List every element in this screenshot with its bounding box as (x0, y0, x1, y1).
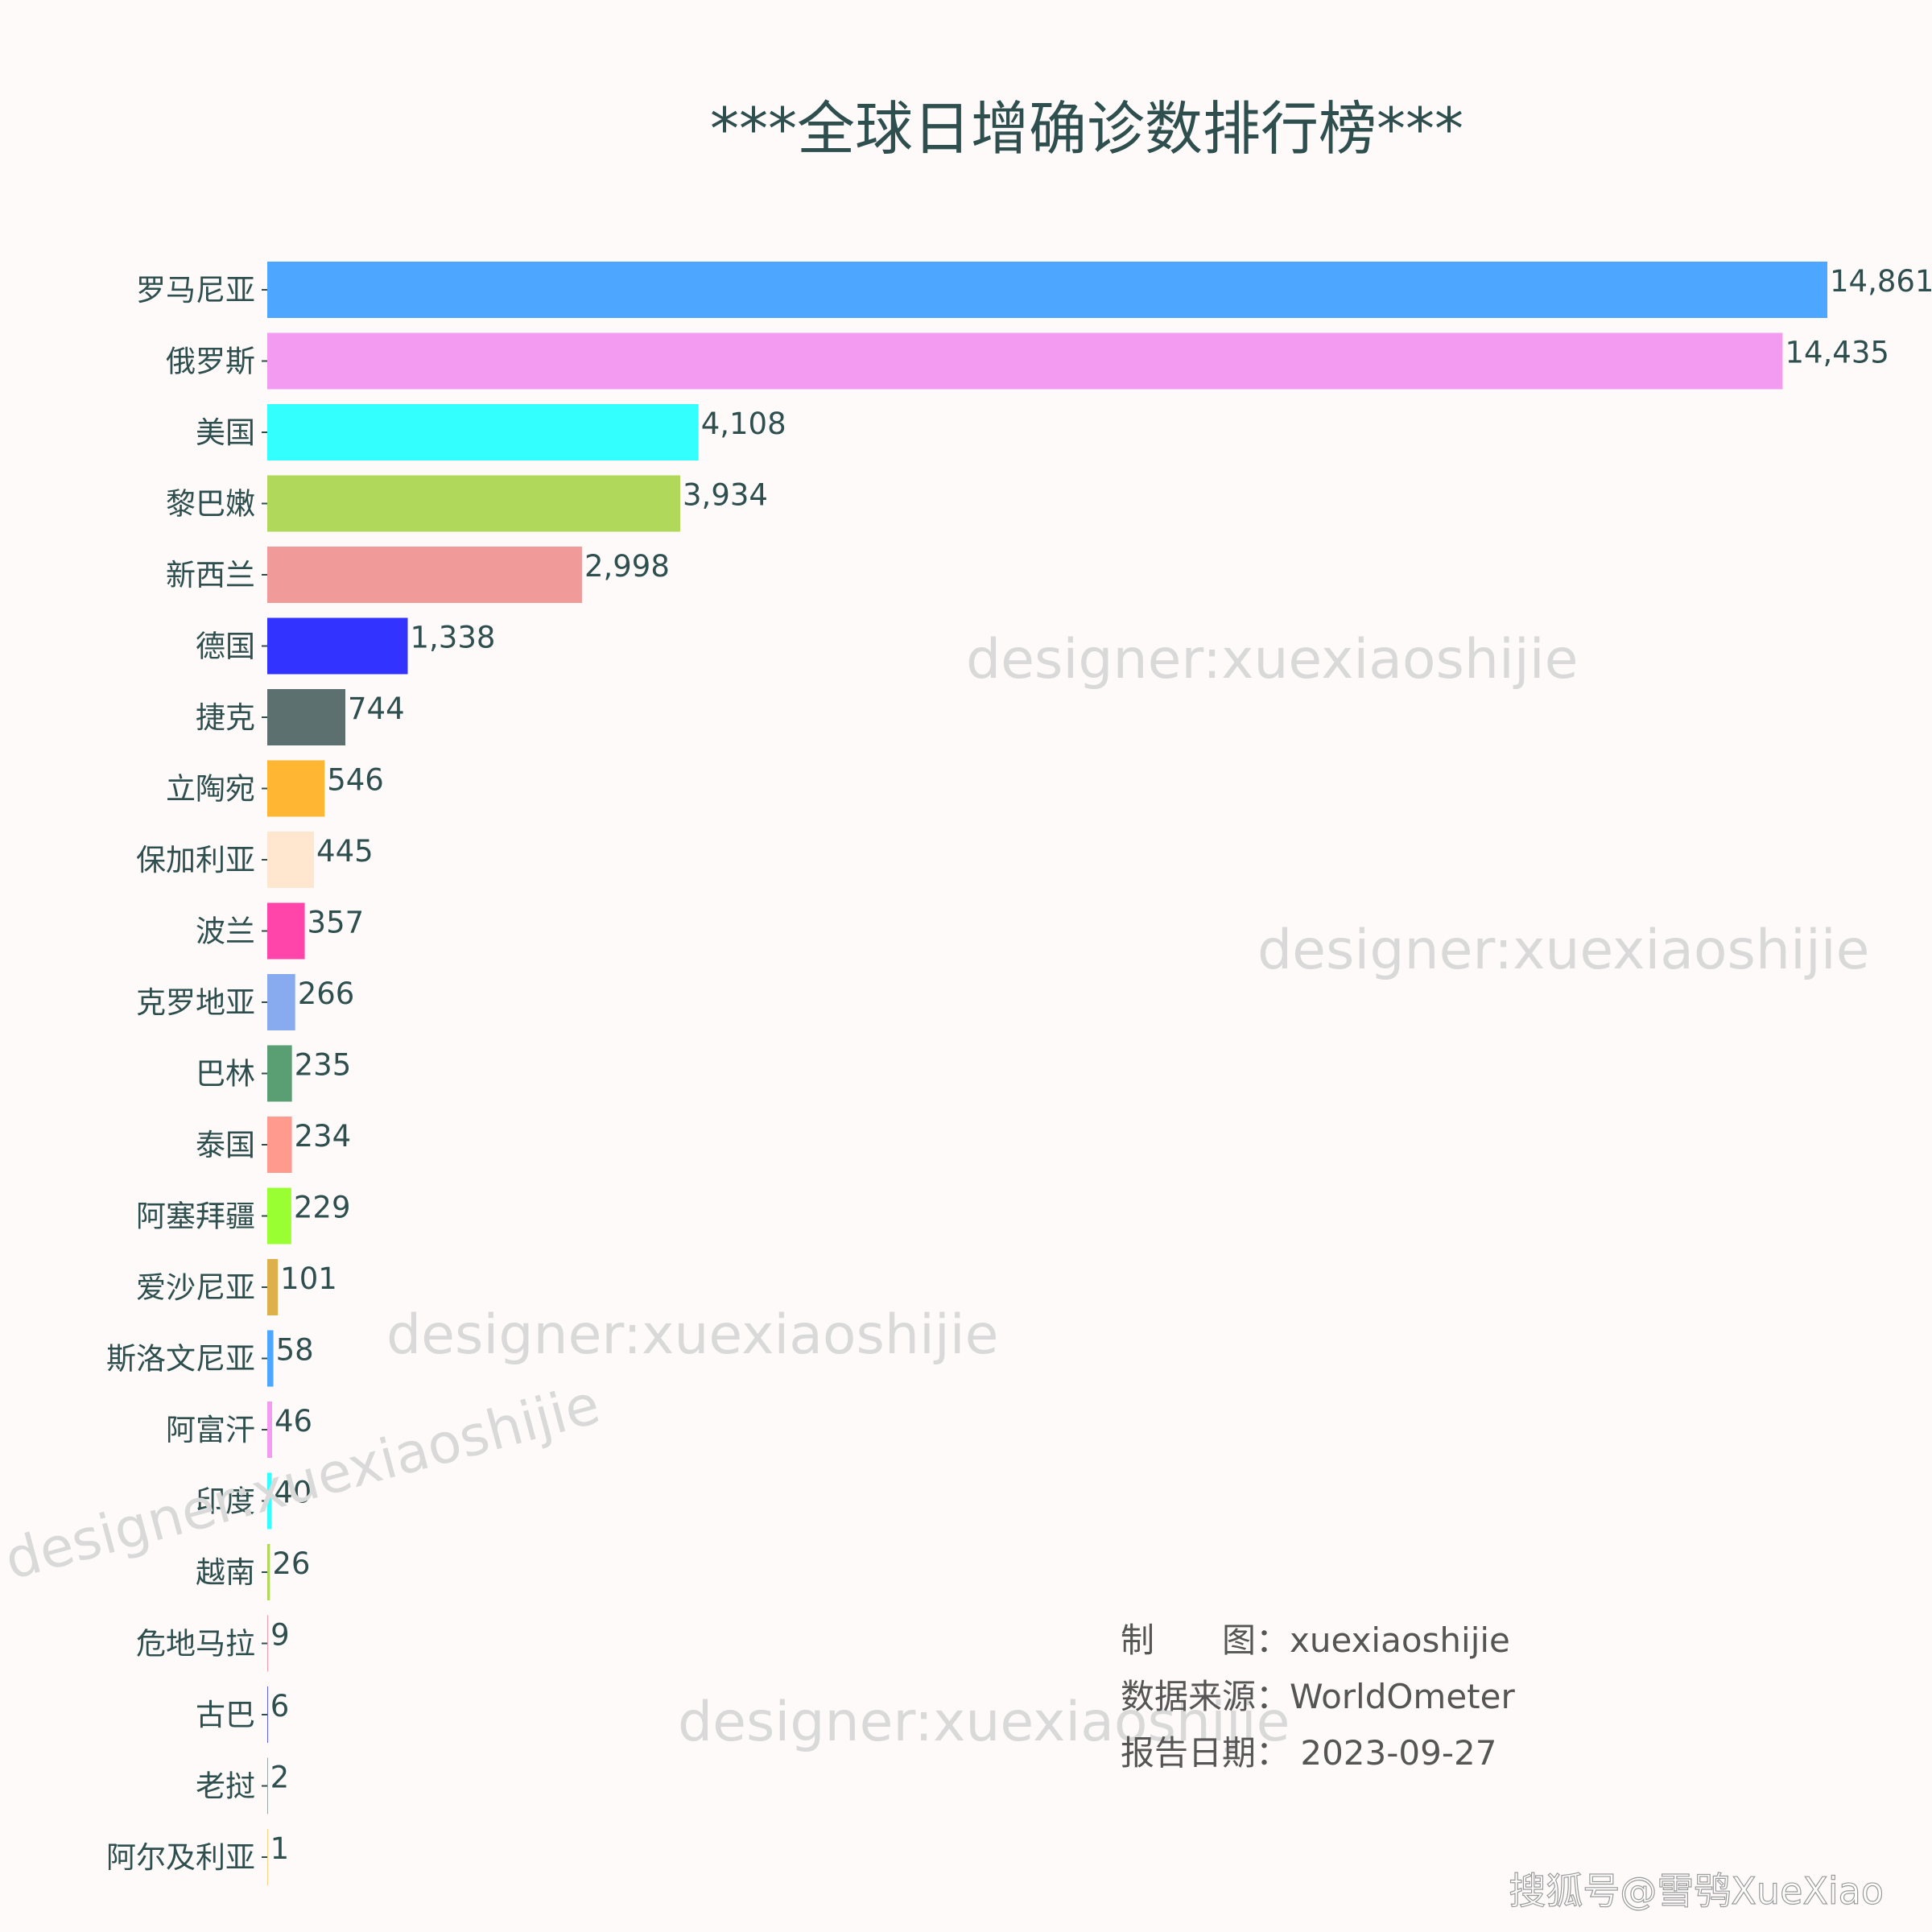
bar (267, 1117, 292, 1173)
bar (267, 262, 1827, 318)
category-label: 泰国 (196, 1128, 255, 1162)
value-label: 2 (270, 1761, 290, 1795)
value-label: 46 (275, 1404, 312, 1439)
bar (267, 832, 315, 888)
value-label: 3,934 (683, 478, 768, 513)
info-maker: 制 图：xuexiaoshijie (1121, 1620, 1510, 1660)
bar (267, 1686, 268, 1743)
value-label: 266 (298, 976, 355, 1011)
category-label: 俄罗斯 (166, 345, 255, 379)
value-label: 26 (272, 1546, 310, 1581)
value-label: 229 (294, 1191, 351, 1225)
value-label: 445 (316, 834, 374, 869)
value-label: 40 (274, 1476, 312, 1510)
category-label: 越南 (196, 1555, 255, 1590)
watermark: designer:xuexiaoshijie (678, 1690, 1290, 1754)
info-date: 报告日期： 2023-09-27 (1121, 1733, 1496, 1773)
value-label: 357 (308, 906, 365, 940)
category-label: 斯洛文尼亚 (106, 1342, 255, 1377)
value-label: 744 (348, 691, 405, 726)
value-label: 4,108 (701, 407, 786, 441)
category-label: 捷克 (196, 700, 255, 735)
category-label: 印度 (196, 1484, 255, 1519)
category-label: 黎巴嫩 (166, 487, 255, 522)
value-label: 6 (270, 1689, 290, 1724)
value-label: 2,998 (584, 549, 670, 584)
bar (267, 1402, 272, 1458)
category-label: 德国 (196, 630, 255, 664)
bar (267, 1615, 269, 1672)
value-label: 101 (280, 1261, 337, 1296)
category-label: 阿塞拜疆 (136, 1199, 255, 1234)
bar (267, 617, 408, 675)
value-label: 234 (295, 1119, 352, 1154)
credit-text: 搜狐号@雪鸮XueXiao (1509, 1869, 1884, 1913)
bar (267, 1829, 268, 1885)
category-label: 古巴 (196, 1698, 255, 1732)
category-label: 波兰 (196, 914, 255, 949)
bars-group: 罗马尼亚 14,861 俄罗斯 14,435 美国 4,108 黎巴嫩 3,934 新西兰 2,9… (106, 262, 1932, 1885)
bar (267, 1330, 274, 1387)
category-label: 阿富汗 (166, 1413, 255, 1447)
bar (267, 404, 699, 460)
bar (267, 1259, 279, 1315)
value-label: 1 (270, 1831, 290, 1866)
category-label: 爱沙尼亚 (136, 1270, 255, 1305)
value-label: 546 (327, 763, 384, 798)
category-label: 危地马拉 (136, 1627, 255, 1662)
category-label: 美国 (196, 415, 255, 450)
bar (267, 1544, 270, 1600)
value-label: 14,861 (1830, 264, 1932, 299)
bar (267, 547, 582, 603)
bar (267, 760, 325, 817)
value-label: 235 (295, 1048, 352, 1083)
bar (267, 689, 346, 745)
value-label: 58 (276, 1333, 314, 1368)
watermark: designer:xuexiaoshijie (1257, 919, 1870, 982)
value-label: 14,435 (1785, 336, 1889, 370)
bar (267, 475, 681, 532)
category-label: 立陶宛 (166, 772, 255, 807)
info-source: 数据来源：WorldOmeter (1121, 1677, 1515, 1716)
category-label: 阿尔及利亚 (106, 1840, 255, 1875)
chart-title: ***全球日增确诊数排行榜*** (710, 95, 1463, 163)
category-label: 新西兰 (166, 558, 255, 592)
category-label: 老挝 (196, 1769, 255, 1804)
watermark: designer:xuexiaoshijie (966, 628, 1579, 691)
bar (267, 1757, 268, 1814)
category-label: 巴林 (196, 1057, 255, 1092)
bar (267, 332, 1783, 390)
bar (267, 1187, 291, 1245)
bar (267, 1472, 272, 1530)
value-label: 9 (270, 1618, 290, 1653)
bar (267, 902, 305, 960)
value-label: 1,338 (410, 621, 495, 655)
category-label: 克罗地亚 (136, 985, 255, 1020)
bar (267, 974, 295, 1030)
category-label: 保加利亚 (136, 843, 255, 877)
watermark: designer:xuexiaoshijie (386, 1303, 999, 1367)
category-label: 罗马尼亚 (136, 273, 255, 308)
bar (267, 1045, 292, 1102)
